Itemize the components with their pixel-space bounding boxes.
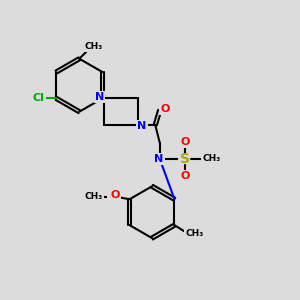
- Text: S: S: [180, 152, 190, 166]
- Text: N: N: [154, 154, 164, 164]
- Text: O: O: [181, 137, 190, 147]
- Text: CH₃: CH₃: [85, 42, 103, 51]
- Text: CH₃: CH₃: [84, 192, 103, 201]
- Text: N: N: [95, 92, 104, 102]
- Text: CH₃: CH₃: [185, 230, 204, 238]
- Text: CH₃: CH₃: [202, 154, 220, 163]
- Text: O: O: [181, 171, 190, 181]
- Text: N: N: [137, 122, 147, 131]
- Text: Cl: Cl: [33, 94, 45, 103]
- Text: O: O: [110, 190, 120, 200]
- Text: O: O: [108, 190, 118, 200]
- Text: O: O: [160, 104, 170, 114]
- Bar: [178, 152, 191, 165]
